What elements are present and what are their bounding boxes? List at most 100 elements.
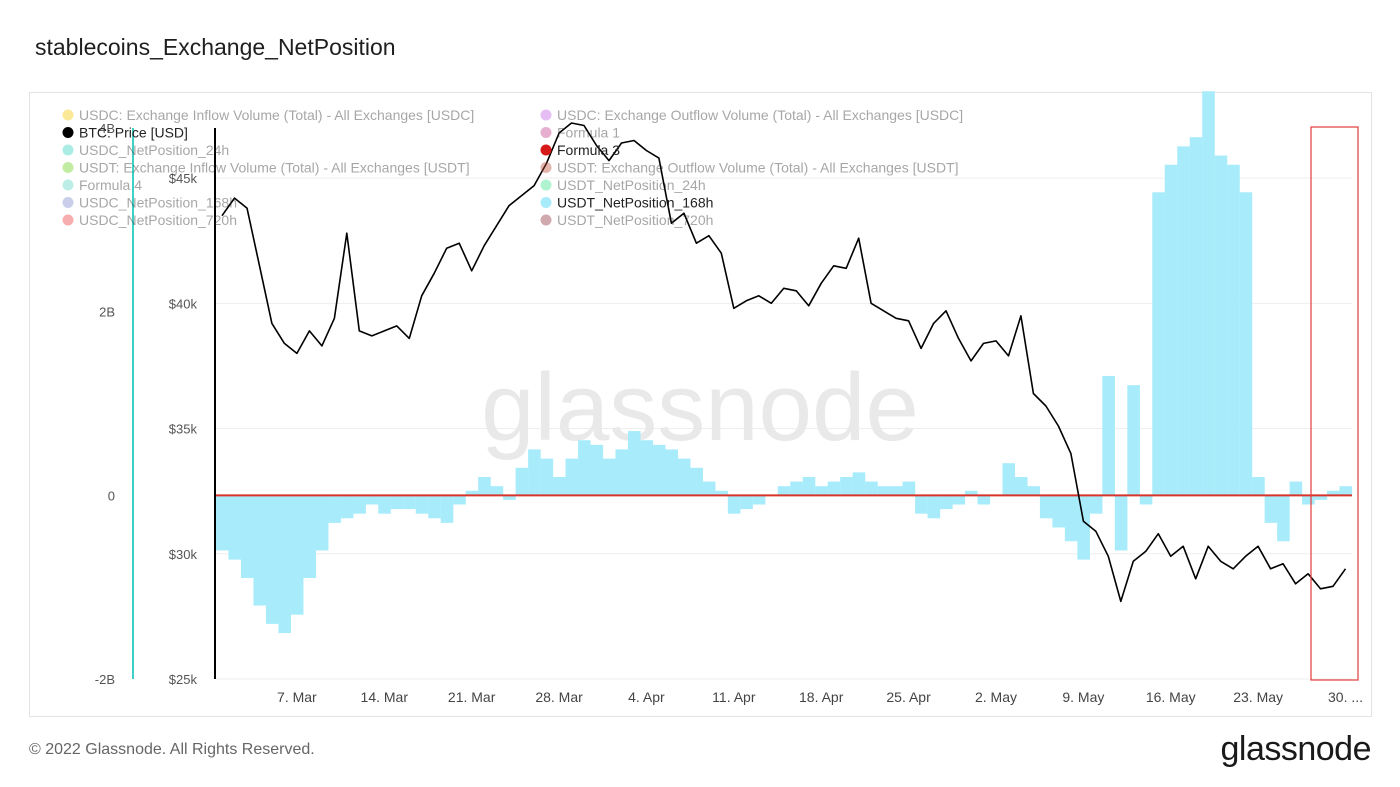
usdt-168h-bar: [1077, 495, 1090, 560]
x-tick: 28. Mar: [535, 689, 583, 705]
legend-swatch: [62, 144, 74, 156]
usdt-168h-bar: [415, 495, 429, 514]
x-tick: 25. Apr: [886, 689, 931, 705]
x-tick: 4. Apr: [628, 689, 665, 705]
right-legend-item[interactable]: USDT_NetPosition_24h: [540, 177, 706, 193]
usdt-168h-bar: [702, 481, 716, 496]
usdt-168h-bar: [1289, 481, 1303, 496]
usdt-168h-bar: [652, 444, 666, 496]
legend-label: BTC: Price [USD]: [79, 125, 188, 141]
usdt-168h-bar: [303, 495, 316, 578]
usdt-168h-bar: [1139, 495, 1153, 505]
usdt-168h-bar: [328, 495, 341, 523]
legend-label: USDT: Exchange Inflow Volume (Total) - A…: [79, 160, 470, 176]
legend-swatch: [62, 179, 74, 191]
legend: USDC: Exchange Inflow Volume (Total) - A…: [62, 107, 964, 228]
right-legend-item[interactable]: Formula 3: [540, 142, 621, 158]
left-legend-item[interactable]: USDC: Exchange Inflow Volume (Total) - A…: [62, 107, 475, 123]
x-tick: 30. ...: [1328, 689, 1363, 705]
copyright-footer: © 2022 Glassnode. All Rights Reserved.: [29, 741, 315, 758]
usdt-168h-bar: [1302, 495, 1315, 505]
usdt-168h-bar: [752, 495, 766, 505]
usdt-168h-bar: [1114, 495, 1128, 551]
usdt-168h-bar: [553, 476, 566, 496]
usdt-netposition-168h-series: [216, 91, 1353, 634]
x-tick: 21. Mar: [448, 689, 496, 705]
usdt-168h-bar: [1214, 155, 1228, 496]
left-legend-item[interactable]: Formula 4: [62, 177, 143, 193]
usdt-168h-bar: [1014, 476, 1028, 496]
legend-swatch: [62, 127, 74, 138]
usdt-168h-bar: [802, 476, 816, 496]
legend-swatch: [62, 197, 74, 208]
usdt-168h-bar: [1027, 486, 1041, 496]
usdt-168h-bar: [253, 495, 267, 606]
left-legend-item[interactable]: USDC_NetPosition_24h: [62, 142, 230, 158]
usdt-168h-bar: [1152, 192, 1165, 496]
right-legend-item[interactable]: USDT: Exchange Outflow Volume (Total) - …: [540, 160, 959, 176]
usdt-168h-bar: [715, 490, 728, 496]
usdt-168h-bar: [340, 495, 354, 519]
usdt-168h-bar: [1239, 192, 1253, 496]
legend-swatch: [540, 144, 552, 156]
left-legend-item[interactable]: BTC: Price [USD]: [62, 125, 188, 141]
usdt-168h-bar: [727, 495, 741, 514]
usdt-168h-bar: [740, 495, 753, 510]
left-legend-item[interactable]: USDT: Exchange Inflow Volume (Total) - A…: [62, 160, 470, 176]
usdt-168h-bar: [1339, 486, 1353, 496]
usdt-168h-bar: [1264, 495, 1278, 523]
legend-label: USDC_NetPosition_168h: [79, 195, 237, 211]
usdt-168h-bar: [403, 495, 416, 510]
usdt-168h-bar: [465, 490, 479, 496]
legend-label: USDT: Exchange Outflow Volume (Total) - …: [557, 160, 959, 176]
usdt-168h-bar: [228, 495, 242, 560]
usdt-168h-bar: [1252, 476, 1265, 496]
usdt-168h-bar: [877, 486, 891, 496]
glassnode-logo: glassnode: [1220, 730, 1371, 768]
usdt-168h-bar: [977, 495, 991, 505]
usdt-168h-bar: [1202, 91, 1215, 496]
left-legend-item[interactable]: USDC_NetPosition_720h: [62, 212, 237, 228]
usdt-168h-bar: [890, 486, 903, 496]
left-y-tick: 2B: [99, 305, 115, 320]
right-y-axis-ticks: $45k $40k $35k $30k $25k: [169, 171, 198, 687]
right-legend-item[interactable]: USDT_NetPosition_720h: [540, 212, 714, 228]
usdt-168h-bar: [590, 444, 604, 496]
usdt-168h-bar: [578, 440, 591, 496]
right-y-tick: $25k: [169, 672, 198, 687]
usdt-168h-bar: [1127, 385, 1140, 496]
x-tick: 7. Mar: [277, 689, 317, 705]
usdt-168h-bar: [690, 467, 703, 496]
usdt-168h-bar: [1089, 495, 1103, 514]
usdt-168h-bar: [1277, 495, 1290, 542]
usdt-168h-bar: [615, 449, 629, 496]
usdt-168h-bar: [216, 495, 229, 551]
legend-swatch: [62, 109, 74, 121]
usdt-168h-bar: [952, 495, 966, 505]
usdt-168h-bar: [428, 495, 441, 519]
usdt-168h-bar: [478, 476, 491, 496]
left-y-tick: 0: [108, 488, 115, 503]
usdt-168h-bar: [265, 495, 279, 624]
usdt-168h-bar: [640, 440, 654, 496]
right-legend-item[interactable]: Formula 1: [540, 125, 621, 141]
usdt-168h-bar: [915, 495, 928, 514]
right-y-tick: $40k: [169, 296, 198, 311]
right-y-tick: $30k: [169, 547, 198, 562]
right-legend-item[interactable]: USDT_NetPosition_168h: [540, 195, 714, 211]
watermark: glassnode: [481, 354, 919, 461]
usdt-168h-bar: [1327, 490, 1340, 496]
legend-swatch: [62, 162, 74, 173]
usdt-168h-bar: [390, 495, 404, 510]
left-legend-item[interactable]: USDC_NetPosition_168h: [62, 195, 237, 211]
right-legend-item[interactable]: USDC: Exchange Outflow Volume (Total) - …: [540, 107, 964, 123]
left-y-tick: 4B: [99, 121, 115, 136]
usdt-168h-bar: [365, 495, 379, 505]
usdt-168h-bar: [665, 449, 679, 496]
usdt-168h-bar: [515, 467, 529, 496]
legend-label: Formula 3: [557, 142, 620, 158]
usdt-168h-bar: [815, 486, 828, 496]
x-tick: 23. May: [1233, 689, 1283, 705]
x-tick: 9. May: [1062, 689, 1104, 705]
